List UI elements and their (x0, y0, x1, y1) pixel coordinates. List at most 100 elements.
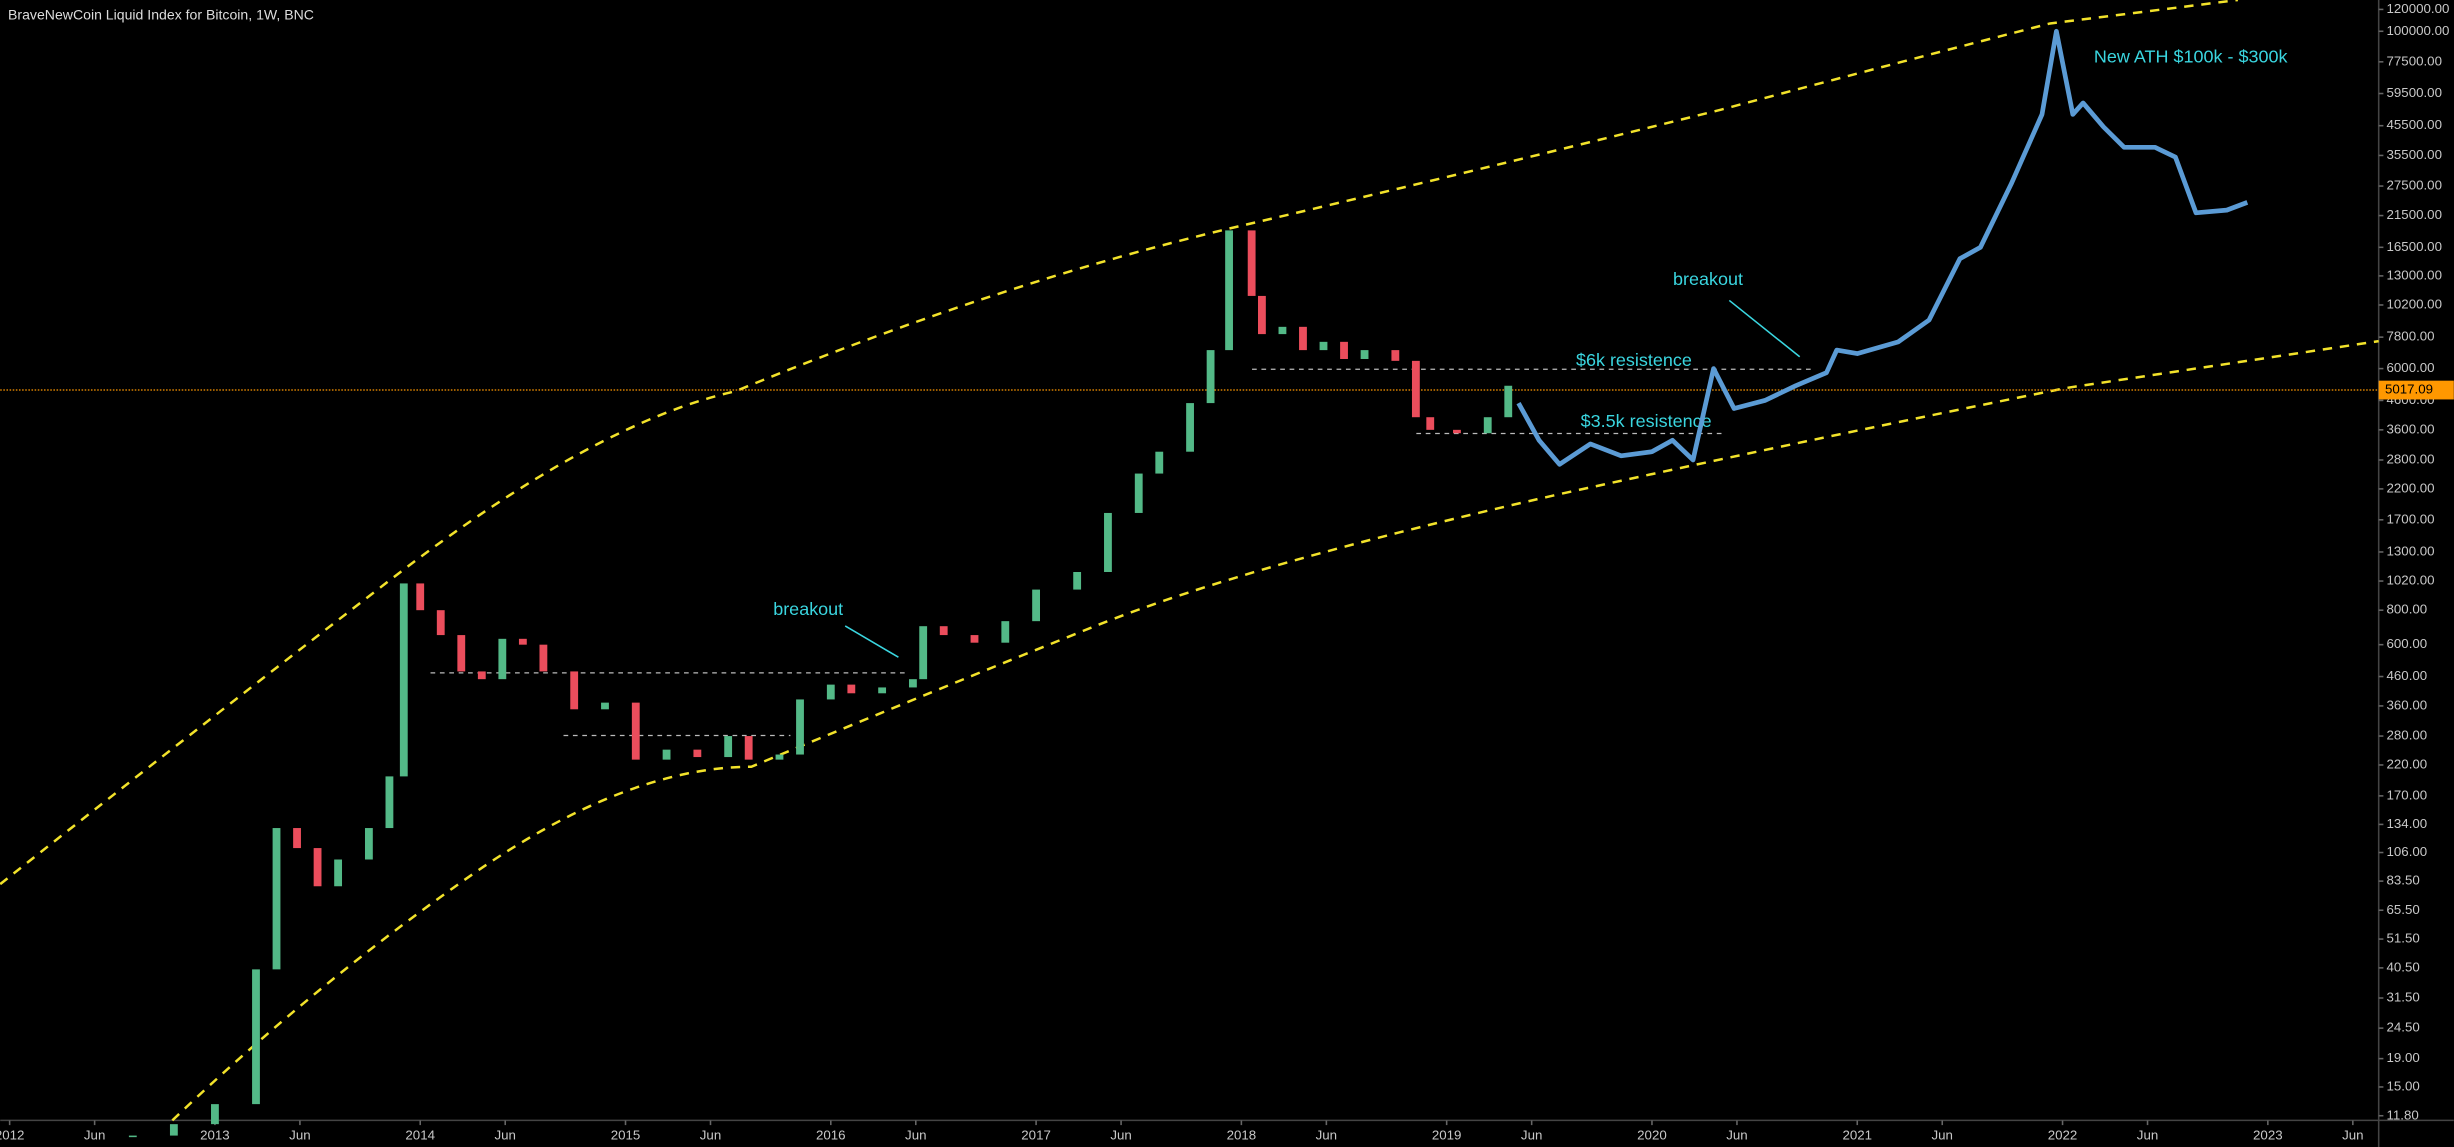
candle (662, 749, 671, 760)
x-tick-label: Jun (1932, 1128, 1953, 1143)
y-tick-label: 40.50 (2387, 959, 2420, 974)
candle (1155, 451, 1164, 474)
y-tick-label: 106.00 (2387, 844, 2428, 859)
candle (826, 684, 835, 700)
candle (939, 626, 948, 636)
candle (847, 684, 856, 694)
candle (909, 679, 917, 688)
y-tick-label: 77500.00 (2387, 53, 2442, 68)
y-tick-label: 280.00 (2387, 728, 2428, 743)
x-tick-label: 2018 (1227, 1128, 1257, 1143)
candle (1504, 385, 1513, 418)
y-tick-label: 83.50 (2387, 873, 2420, 888)
chart-title: BraveNewCoin Liquid Index for Bitcoin, 1… (8, 6, 314, 22)
candle (477, 671, 486, 680)
candle (601, 702, 609, 710)
arrow (1728, 299, 1801, 358)
y-tick-label: 1300.00 (2387, 543, 2435, 558)
candle (570, 671, 579, 710)
last-price-badge (2378, 380, 2454, 400)
candle (293, 828, 301, 849)
candle (1225, 230, 1233, 351)
y-tick-label: 360.00 (2387, 697, 2428, 712)
candle (1426, 417, 1435, 430)
candle (334, 859, 343, 887)
y-tick-label: 600.00 (2387, 636, 2428, 651)
y-tick-label: 1700.00 (2387, 511, 2435, 526)
candle (385, 776, 394, 829)
y-tick-label: 120000.00 (2387, 1, 2450, 16)
y-tick-label: 15.00 (2387, 1078, 2420, 1093)
x-tick-label: 2014 (405, 1128, 435, 1143)
x-tick-label: Jun (84, 1128, 105, 1143)
y-tick-label: 6000.00 (2387, 360, 2435, 375)
candle (313, 848, 322, 887)
candle (631, 702, 640, 760)
x-tick-label: 2023 (2253, 1128, 2283, 1143)
candle (1247, 230, 1256, 296)
candle (364, 828, 373, 860)
x-tick-label: Jun (289, 1128, 310, 1143)
x-tick-label: Jun (1316, 1128, 1337, 1143)
candle (724, 736, 733, 758)
candle (252, 969, 260, 1105)
y-tick-label: 24.50 (2387, 1020, 2420, 1035)
y-tick-label: 800.00 (2387, 602, 2428, 617)
candle (1278, 326, 1287, 335)
candle (1258, 295, 1266, 335)
y-tick-label: 65.50 (2387, 902, 2420, 917)
candle (970, 635, 979, 643)
candle (211, 1104, 219, 1125)
candle (919, 626, 928, 680)
x-tick-label: Jun (1521, 1128, 1542, 1143)
last-price-label: 5017.09 (2385, 382, 2433, 397)
x-tick-label: 2021 (1842, 1128, 1872, 1143)
y-tick-label: 2200.00 (2387, 480, 2435, 495)
annotation: New ATH $100k - $300k (2094, 47, 2289, 67)
candle (744, 736, 753, 760)
candle (1032, 589, 1041, 622)
candle (169, 1124, 178, 1136)
x-tick-label: Jun (2342, 1128, 2363, 1143)
candle (518, 638, 527, 645)
y-tick-label: 21500.00 (2387, 207, 2442, 222)
candle (1186, 403, 1194, 452)
projection-line (1516, 28, 2249, 467)
x-tick-label: 2015 (611, 1128, 641, 1143)
y-tick-label: 3600.00 (2387, 421, 2435, 436)
x-tick-label: 2013 (200, 1128, 230, 1143)
y-tick-label: 170.00 (2387, 787, 2428, 802)
candle (539, 644, 548, 672)
candle (399, 583, 408, 777)
y-tick-label: 11.80 (2387, 1107, 2419, 1122)
candle (1299, 326, 1307, 351)
x-tick-label: 2016 (816, 1128, 846, 1143)
y-tick-label: 2800.00 (2387, 451, 2435, 466)
x-tick-label: 2022 (2048, 1128, 2078, 1143)
candle (128, 1135, 137, 1138)
y-tick-label: 51.50 (2387, 931, 2420, 946)
annotation: $6k resistence (1576, 350, 1692, 370)
y-tick-label: 13000.00 (2387, 267, 2442, 282)
candle (1134, 473, 1143, 513)
x-tick-label: 2017 (1021, 1128, 1051, 1143)
y-tick-label: 19.00 (2387, 1050, 2420, 1065)
candle (498, 638, 507, 680)
x-tick-label: 2012 (0, 1128, 24, 1143)
y-tick-label: 134.00 (2387, 816, 2428, 831)
y-tick-label: 59500.00 (2387, 85, 2442, 100)
annotation: $3.5k resistence (1581, 411, 1712, 431)
candle (796, 699, 804, 755)
candle (1073, 571, 1082, 590)
candle (416, 583, 425, 611)
candle (1206, 350, 1215, 404)
y-tick-label: 7800.00 (2387, 329, 2435, 344)
y-tick-label: 27500.00 (2387, 178, 2442, 193)
x-tick-label: Jun (2137, 1128, 2158, 1143)
y-tick-label: 1020.00 (2387, 573, 2435, 588)
y-tick-label: 45500.00 (2387, 117, 2442, 132)
x-tick-label: Jun (700, 1128, 721, 1143)
candle (693, 749, 702, 758)
